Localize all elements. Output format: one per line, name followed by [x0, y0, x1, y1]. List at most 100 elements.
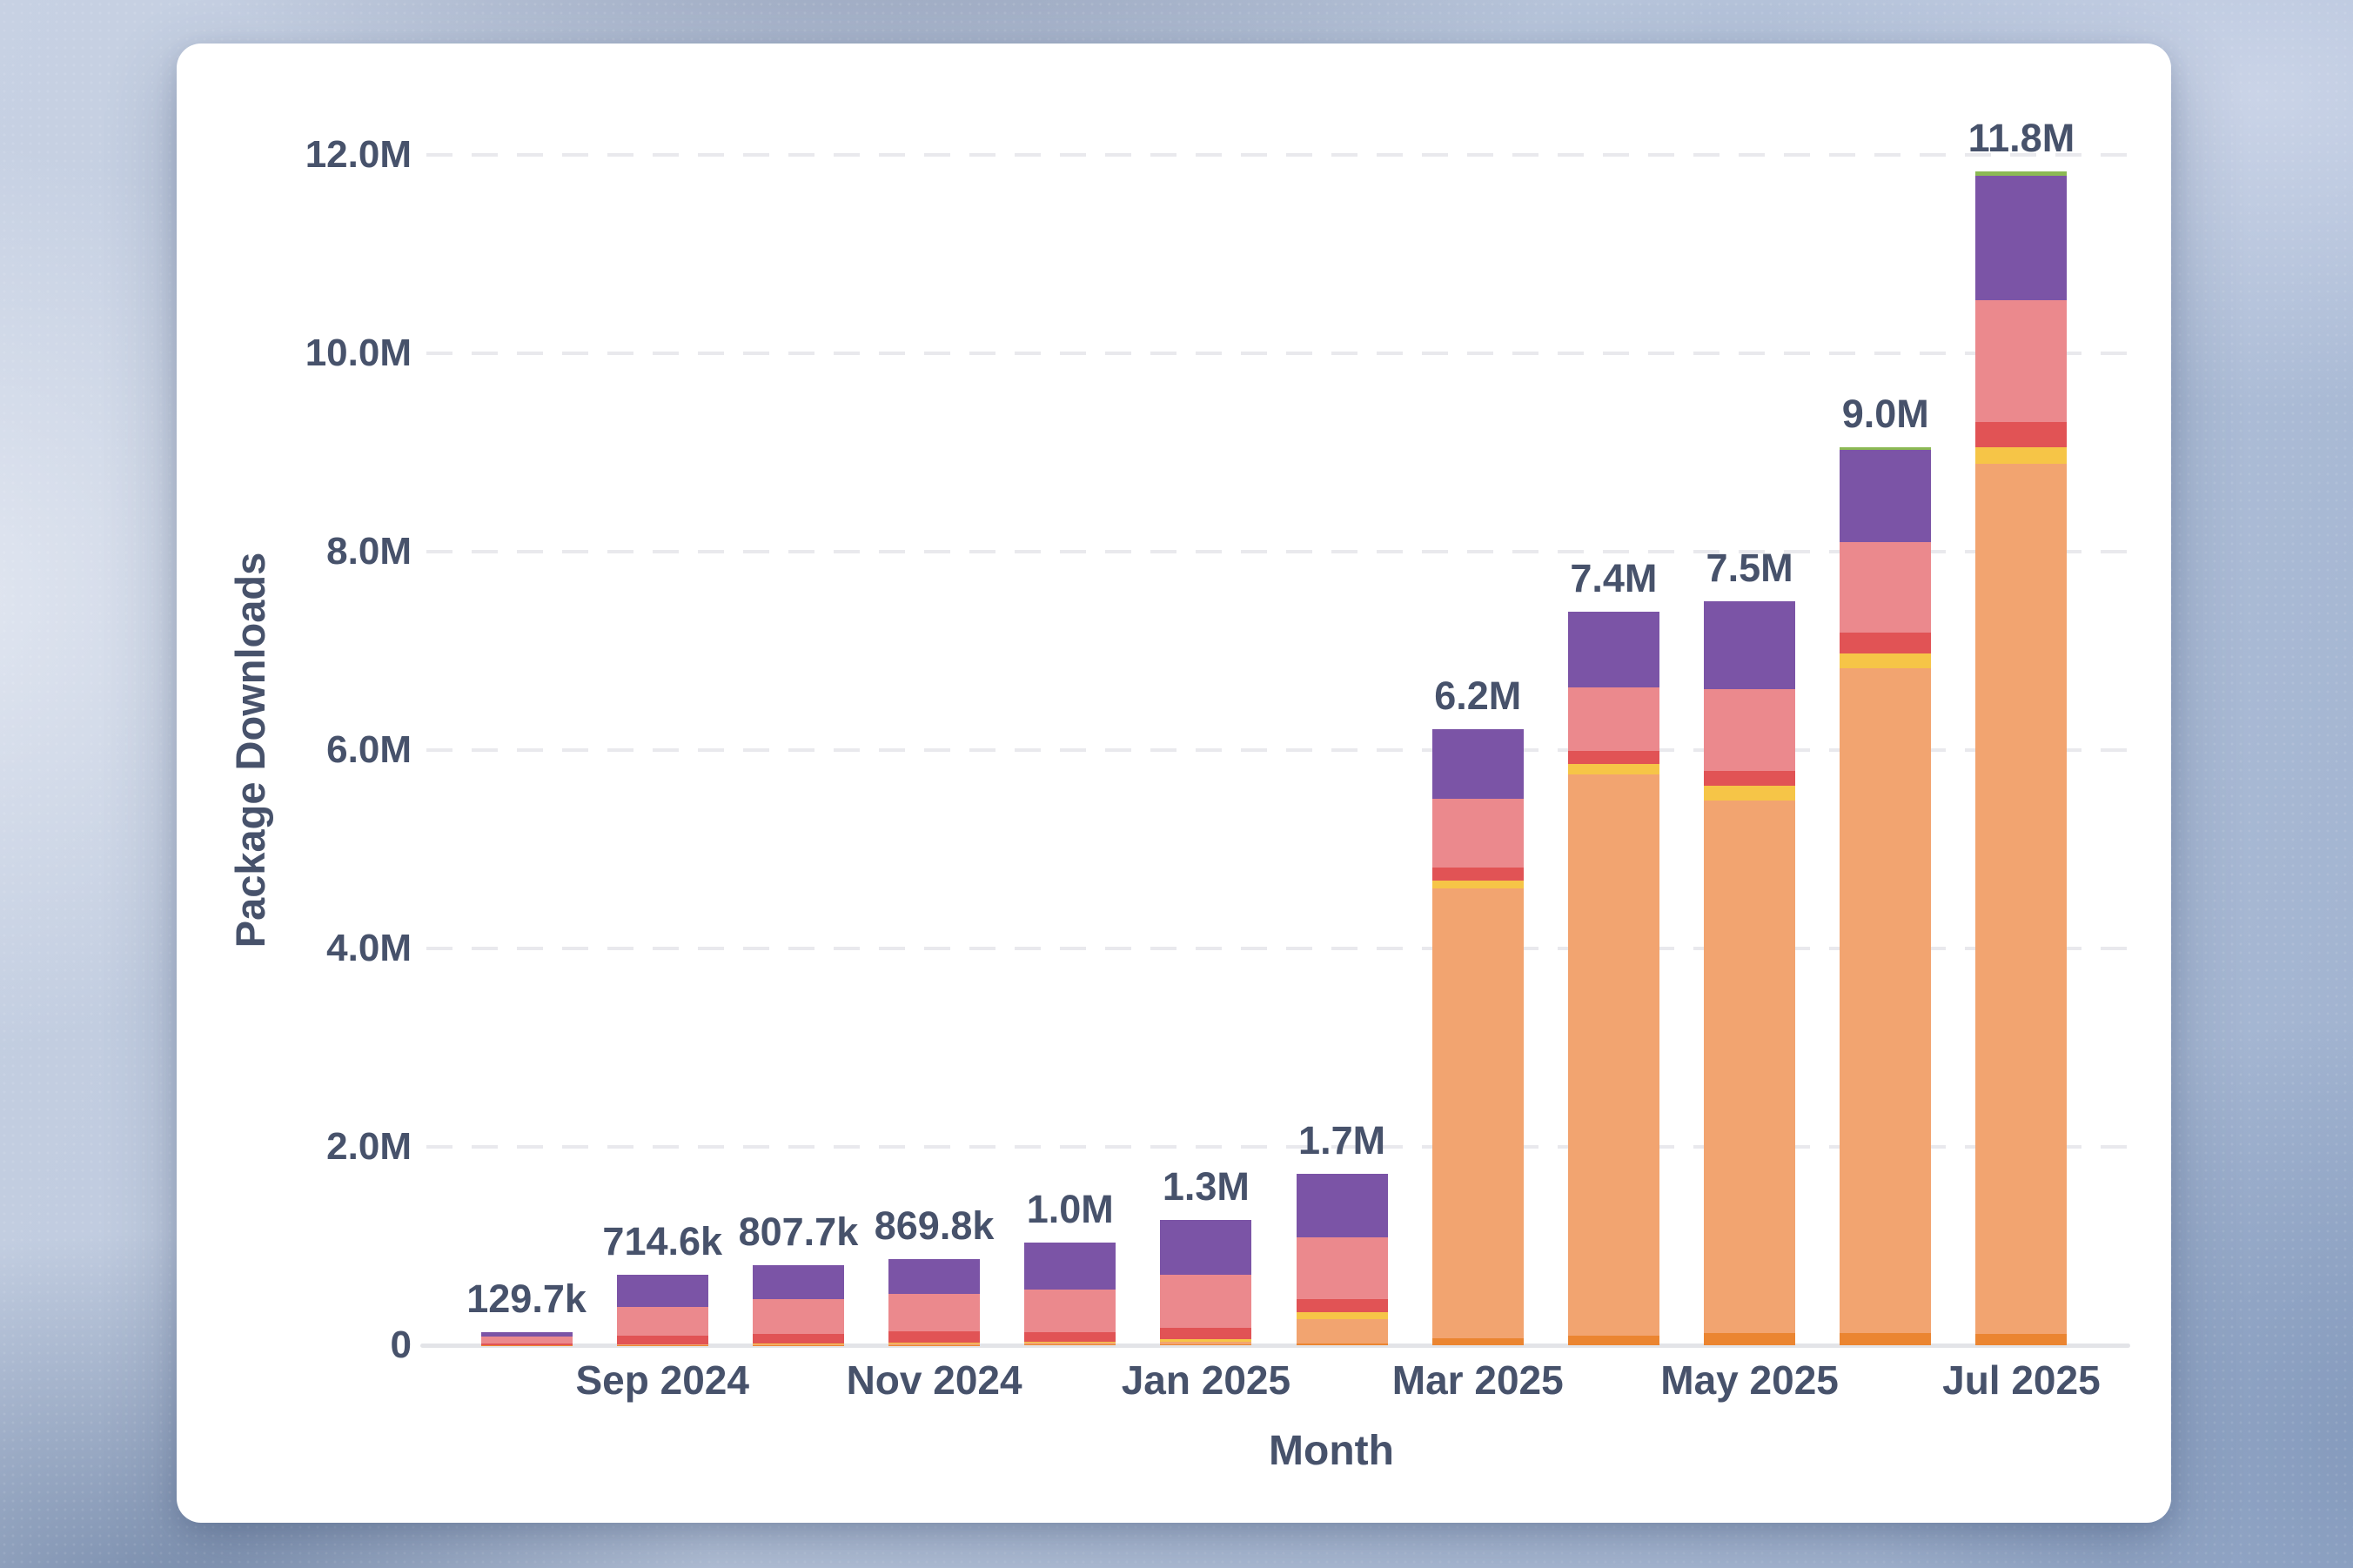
segment-purple — [888, 1258, 981, 1295]
y-tick-label-2-0m: 2.0M — [326, 1125, 412, 1169]
bar-value-label-aug-2024: 129.7k — [466, 1277, 587, 1322]
segment-yellow — [1975, 446, 2068, 464]
segment-red — [1840, 632, 1932, 653]
segment-purple — [1024, 1243, 1116, 1290]
y-tick-label-8-0m: 8.0M — [326, 530, 412, 573]
segment-dark-orange — [1296, 1343, 1388, 1345]
x-tick-label-may-2025: May 2025 — [1660, 1357, 1839, 1403]
x-tick-label-jan-2025: Jan 2025 — [1121, 1357, 1291, 1403]
segment-dark-orange — [1024, 1344, 1116, 1345]
segment-yellow — [1704, 786, 1796, 801]
bar-nov-2024[interactable] — [888, 1258, 981, 1345]
segment-pink — [1567, 687, 1659, 752]
gridline-12m — [426, 153, 2130, 157]
segment-dark-orange — [1704, 1333, 1796, 1345]
segment-pink — [1024, 1289, 1116, 1332]
bar-value-label-jun-2025: 9.0M — [1841, 391, 1929, 436]
segment-orange — [1431, 888, 1524, 1339]
segment-red — [1567, 751, 1659, 765]
segment-orange — [1024, 1343, 1116, 1345]
segment-pink — [888, 1294, 981, 1332]
gridline-8m — [426, 550, 2130, 554]
x-tick-label-jul-2025: Jul 2025 — [1942, 1357, 2101, 1403]
segment-yellow — [1296, 1311, 1388, 1320]
bar-jul-2025[interactable] — [1975, 171, 2068, 1345]
segment-dark-orange — [1431, 1338, 1524, 1345]
segment-pink — [1975, 299, 2068, 423]
bar-oct-2024[interactable] — [752, 1265, 844, 1345]
segment-orange — [1975, 463, 2068, 1335]
bar-feb-2025[interactable] — [1296, 1173, 1388, 1345]
bar-value-label-jan-2025: 1.3M — [1162, 1163, 1250, 1209]
x-tick-label-mar-2025: Mar 2025 — [1391, 1357, 1564, 1403]
segment-purple — [1160, 1219, 1252, 1276]
segment-red — [1160, 1328, 1252, 1340]
segment-pink — [616, 1306, 708, 1336]
segment-yellow — [1024, 1342, 1116, 1344]
segment-red — [616, 1335, 708, 1344]
bar-jun-2025[interactable] — [1840, 446, 1932, 1345]
segment-orange — [616, 1344, 708, 1345]
x-axis-baseline — [420, 1343, 2130, 1348]
gridline-10m — [426, 352, 2130, 356]
segment-pink — [752, 1298, 844, 1334]
segment-purple — [1296, 1173, 1388, 1237]
bar-value-label-dec-2024: 1.0M — [1026, 1187, 1114, 1232]
gridline-6m — [426, 748, 2130, 753]
bar-mar-2025[interactable] — [1431, 729, 1524, 1345]
segment-green — [1840, 446, 1932, 450]
segment-yellow — [1840, 653, 1932, 668]
bar-value-label-mar-2025: 6.2M — [1434, 673, 1522, 719]
gridline-4m — [426, 947, 2130, 951]
bar-apr-2025[interactable] — [1567, 611, 1659, 1345]
segment-red — [1431, 867, 1524, 881]
bar-value-label-apr-2025: 7.4M — [1570, 555, 1658, 600]
y-axis-title: Package Downloads — [227, 552, 273, 948]
x-tick-label-nov-2024: Nov 2024 — [846, 1357, 1022, 1403]
bar-value-label-feb-2025: 1.7M — [1298, 1117, 1386, 1163]
y-tick-label-0: 0 — [390, 1323, 412, 1366]
segment-red — [888, 1331, 981, 1344]
segment-orange — [1840, 667, 1932, 1334]
segment-dark-orange — [1160, 1344, 1252, 1345]
segment-orange — [752, 1344, 844, 1345]
segment-pink — [1704, 688, 1796, 772]
x-tick-label-sep-2024: Sep 2024 — [575, 1357, 749, 1403]
bar-aug-2024[interactable] — [480, 1332, 573, 1345]
y-tick-label-12-0m: 12.0M — [305, 133, 412, 177]
segment-orange — [1296, 1319, 1388, 1344]
bar-jan-2025[interactable] — [1160, 1219, 1252, 1345]
segment-dark-orange — [1840, 1333, 1932, 1345]
segment-orange — [1567, 774, 1659, 1336]
bar-value-label-jul-2025: 11.8M — [1968, 115, 2075, 160]
bar-sep-2024[interactable] — [616, 1274, 708, 1345]
bar-dec-2024[interactable] — [1024, 1243, 1116, 1345]
segment-orange — [1704, 801, 1796, 1334]
segment-red — [1024, 1331, 1116, 1343]
segment-orange — [1160, 1342, 1252, 1345]
segment-red — [1296, 1299, 1388, 1312]
segment-purple — [1567, 611, 1659, 688]
segment-purple — [1704, 601, 1796, 689]
segment-pink — [1840, 541, 1932, 633]
bar-may-2025[interactable] — [1704, 601, 1796, 1345]
segment-red — [752, 1333, 844, 1344]
segment-pink — [1431, 799, 1524, 868]
segment-pink — [1160, 1275, 1252, 1329]
gridline-2m — [426, 1145, 2130, 1149]
y-tick-label-4-0m: 4.0M — [326, 927, 412, 970]
segment-green — [1975, 171, 2068, 177]
segment-yellow — [1160, 1339, 1252, 1343]
segment-red — [1704, 771, 1796, 787]
bar-value-label-sep-2024: 714.6k — [602, 1218, 723, 1263]
y-tick-label-6-0m: 6.0M — [326, 728, 412, 772]
x-axis-title: Month — [1269, 1428, 1394, 1474]
segment-purple — [480, 1332, 573, 1337]
segment-dark-orange — [1975, 1334, 2068, 1345]
segment-purple — [1840, 449, 1932, 542]
